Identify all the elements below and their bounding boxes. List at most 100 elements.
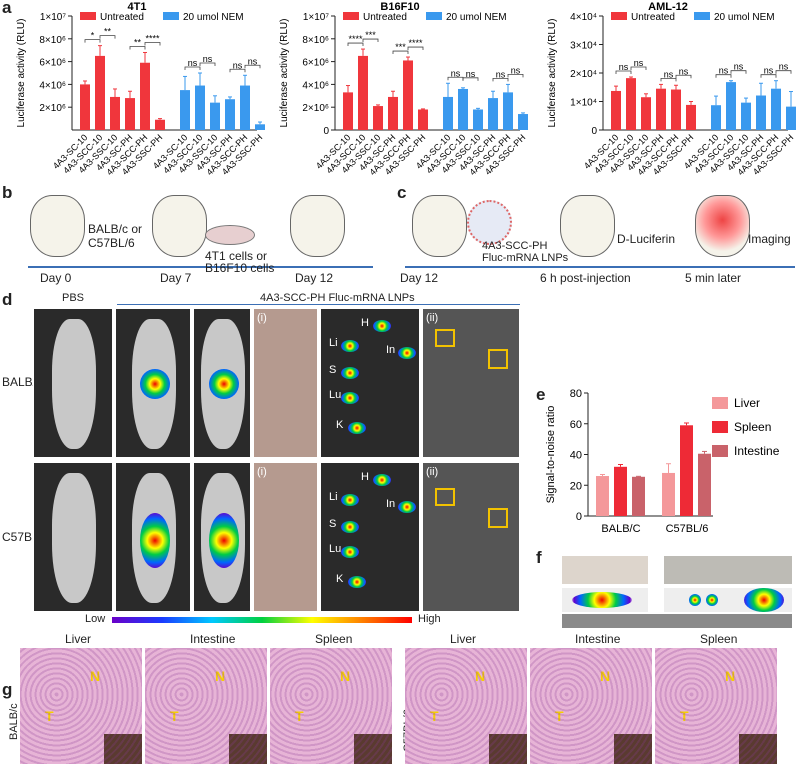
- bioluminescence-signal: [140, 369, 170, 399]
- gross-inset: [104, 734, 142, 764]
- organ-signal: [348, 576, 366, 588]
- mouse-illustration: [30, 195, 85, 257]
- significance-bracket: [615, 70, 632, 74]
- y-tick-label: 3×10⁴: [570, 41, 597, 52]
- imaging-panel: (i): [193, 462, 251, 612]
- imaging-panel: (i): [193, 308, 251, 458]
- bar: [632, 476, 645, 516]
- bar: [698, 453, 711, 516]
- organ-signal: [341, 367, 359, 379]
- significance-label: ns: [496, 69, 506, 79]
- significance-bracket: [362, 38, 379, 43]
- bar: [110, 96, 120, 130]
- y-tick-label: 6×10⁶: [302, 58, 329, 69]
- imaging-panel: H Li S Lu K In: [320, 462, 420, 612]
- significance-label: ns: [248, 56, 258, 66]
- organ-label: S: [329, 364, 337, 376]
- significance-bracket: [660, 78, 677, 82]
- gross-inset: [229, 734, 267, 764]
- imaging-panel: H Li S Lu K In: [320, 308, 420, 458]
- chart-1: B16F10 Luciferase activity (RLU) 0 2×10⁶ 4×1…: [279, 1, 528, 177]
- organ-label: K: [336, 419, 344, 431]
- organ-label: K: [336, 573, 344, 585]
- normal-marker: N: [90, 668, 101, 684]
- cells-label: 4T1 cells or B16F10 cells: [205, 249, 275, 275]
- histology-image: T N: [145, 648, 267, 764]
- organ-signal: [341, 494, 359, 506]
- y-tick-label: 4×10⁴: [570, 12, 597, 23]
- tissue-label: Liver: [65, 632, 92, 646]
- legend-swatch: [712, 397, 728, 409]
- row-label-balbc: BALB/c: [2, 375, 43, 389]
- organ-signal: [398, 501, 416, 513]
- panel-a-charts: 4T1 Luciferase activity (RLU) 2×10⁶ 4×10⁶ 6×…: [16, 1, 796, 177]
- significance-bracket: [730, 70, 747, 74]
- roi-box: [435, 329, 455, 347]
- tumor-marker: T: [680, 708, 689, 724]
- bar: [771, 88, 781, 130]
- normal-marker: N: [340, 668, 351, 684]
- bar: [418, 109, 428, 130]
- subpanel-label: (ii): [426, 312, 439, 324]
- bar: [373, 106, 383, 130]
- significance-bracket: [760, 74, 777, 78]
- legend-swatch: [712, 421, 728, 433]
- legend-label: Untreated: [363, 12, 407, 23]
- significance-label: ns: [764, 66, 774, 76]
- significance-bracket: [775, 70, 792, 74]
- y-tick-label: 8×10⁶: [302, 35, 329, 46]
- bar: [125, 98, 135, 130]
- organ-label: In: [386, 498, 396, 510]
- time-label: Day 12: [400, 271, 439, 285]
- tumor-marker: T: [555, 708, 564, 724]
- histology-image: T N: [405, 648, 527, 764]
- bar: [756, 95, 766, 130]
- bar: [611, 90, 621, 130]
- gross-inset: [739, 734, 777, 764]
- significance-label: ns: [233, 60, 243, 70]
- legend-label: Spleen: [734, 420, 771, 434]
- significance-label: ****: [145, 33, 160, 43]
- bar: [140, 62, 150, 130]
- chart-0: 4T1 Luciferase activity (RLU) 2×10⁶ 4×10⁶ 6×…: [16, 1, 265, 177]
- y-tick-label: 1×10⁴: [570, 98, 597, 109]
- organ-label: Li: [329, 491, 338, 503]
- tissue-label: Spleen: [315, 632, 353, 646]
- legend-swatch: [343, 12, 359, 20]
- significance-label: **: [104, 27, 112, 37]
- significance-bracket: [244, 64, 261, 69]
- bioluminescence-signal: [209, 369, 239, 399]
- significance-bracket: [84, 39, 101, 43]
- y-tick-label: 80: [570, 388, 582, 400]
- bar: [741, 102, 751, 130]
- panel-label-f: f: [536, 548, 542, 567]
- significance-label: ns: [679, 66, 689, 76]
- bar: [80, 84, 90, 130]
- x-tick-label: C57BL/6: [666, 523, 709, 535]
- organ-label: H: [361, 317, 369, 329]
- bar: [518, 114, 528, 130]
- tumor-bioluminescence: [664, 588, 792, 612]
- significance-bracket: [347, 42, 364, 47]
- panel-label-b: b: [2, 183, 13, 202]
- intestine-photo: [562, 556, 648, 584]
- histology-image: T N: [20, 648, 142, 764]
- bar: [671, 89, 681, 130]
- significance-bracket: [462, 77, 479, 81]
- gross-inset: [354, 734, 392, 764]
- panel-e-chart: Signal-to-noise ratio 0 20 40 60 80 BALB/C C57B…: [545, 388, 780, 535]
- legend-swatch: [80, 12, 96, 20]
- significance-bracket: [507, 74, 524, 78]
- subpanel-label: (i): [257, 466, 267, 478]
- mouse-illustration: [412, 195, 467, 257]
- legend-swatch: [712, 445, 728, 457]
- timeline-b: [28, 266, 373, 268]
- panel-label-a: a: [2, 0, 12, 17]
- significance-label: ns: [451, 68, 461, 78]
- significance-label: ****: [348, 34, 363, 44]
- significance-bracket: [129, 46, 146, 50]
- organ-label: Li: [329, 337, 338, 349]
- bar: [680, 425, 693, 516]
- mouse-illustration: [695, 195, 750, 257]
- mouse-illustration: [152, 195, 207, 257]
